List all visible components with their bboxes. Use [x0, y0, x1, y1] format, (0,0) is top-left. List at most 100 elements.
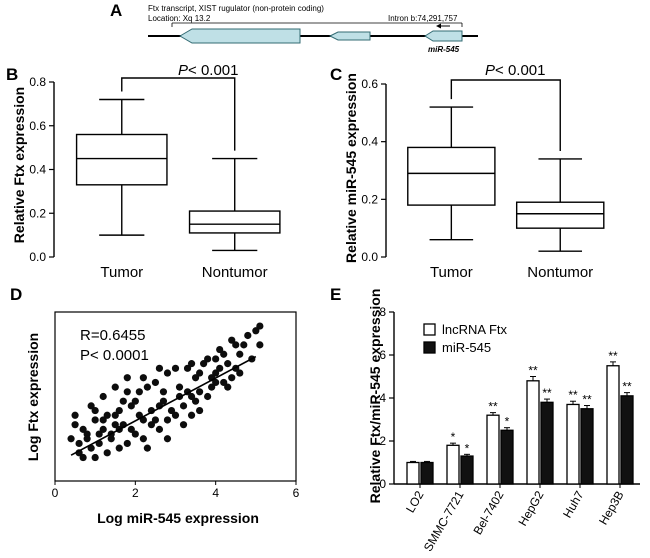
panel-d-point	[127, 402, 135, 410]
panel-d-point	[171, 411, 180, 419]
panel-e-category-label: Huh7	[560, 488, 587, 520]
panel-d-xlabel: Log miR-545 expression	[97, 510, 259, 526]
panel-d-point	[212, 369, 220, 377]
panel-e-bar	[620, 395, 634, 485]
panel-e-category-label: LO2	[403, 488, 427, 515]
panel-e-bar	[486, 414, 500, 485]
panel-d-point	[115, 444, 123, 452]
panel-d-point	[256, 341, 264, 349]
panel-d-point	[151, 416, 160, 424]
panel-d-r-value: R=0.6455	[80, 327, 145, 344]
mir-label: miR-545	[428, 45, 460, 54]
panel-d-x-tick-label: 0	[52, 486, 59, 500]
panel-d-point	[196, 369, 204, 377]
panel-d-point	[236, 350, 244, 358]
panel-d-point	[103, 449, 111, 457]
panel-e-legend-swatch	[423, 323, 436, 336]
panel-d-point	[111, 383, 119, 391]
panel-d-point	[131, 430, 139, 438]
panel-d-point	[216, 345, 224, 354]
panel-b-p-value: < 0.001	[188, 62, 238, 79]
panel-d-point	[79, 453, 87, 462]
panel-d-point	[187, 360, 196, 368]
panel-c-label: C	[330, 65, 342, 84]
panel-e-bar	[606, 365, 620, 485]
panel-b-significance-bracket	[121, 77, 236, 151]
panel-e-significance-mark: *	[505, 415, 510, 429]
panel-b-y-tick-label: 0.6	[29, 119, 46, 133]
panel-e-category-label: SMMC-7721	[421, 488, 467, 554]
panel-d-point	[95, 430, 103, 438]
panel-b-y-tick-label: 0.8	[29, 75, 46, 89]
panel-c-y-tick-label: 0.2	[361, 192, 378, 206]
panel-d-point	[191, 374, 200, 382]
panel-e-y-tick-label: 2	[379, 434, 386, 448]
panel-d-point	[220, 378, 228, 387]
panel-d-point	[151, 378, 160, 387]
panel-d-x-tick-label: 4	[212, 486, 219, 500]
panel-d-point	[228, 374, 236, 382]
panel-b-y-tick-label: 0.0	[29, 250, 46, 264]
panel-e-legend-swatch	[423, 341, 436, 354]
panel-e-bar	[580, 408, 594, 485]
panel-e-bar	[500, 429, 514, 485]
panel-e-significance-mark: **	[528, 364, 538, 378]
panel-d-point	[143, 383, 151, 391]
panel-d-point	[163, 369, 172, 377]
panel-d-point	[87, 444, 95, 452]
schematic-intron: Intron b:74,291,757	[388, 14, 458, 23]
panel-d-point	[91, 416, 99, 424]
panel-d-point	[71, 411, 79, 419]
panel-e-significance-mark: **	[622, 380, 632, 394]
panel-d-point	[212, 378, 220, 387]
panel-d-point	[139, 435, 147, 443]
panel-d-point	[143, 444, 151, 452]
panel-d-point	[196, 406, 204, 415]
panel-d-point	[123, 388, 131, 396]
panel-d-point	[75, 439, 83, 448]
panel-d-point	[111, 411, 119, 419]
panel-d-point	[91, 453, 99, 462]
panel-d-point	[147, 421, 155, 429]
panel-d-point	[224, 383, 232, 391]
panel-d-point	[216, 364, 224, 372]
panel-c-p-label: P	[485, 62, 495, 79]
panel-d-label: D	[10, 285, 22, 304]
panel-d-point	[163, 416, 172, 424]
panel-d-point	[179, 402, 188, 410]
panel-b-plot: 0.0 0.2 0.4 0.6 0.8 Tumor Nontumor	[29, 75, 281, 281]
panel-d-point	[183, 364, 192, 372]
panel-e-bar	[420, 461, 434, 485]
schematic-title: Ftx transcript, XIST rugulator (non-prot…	[148, 4, 324, 13]
panel-c-box	[515, 201, 605, 229]
panel-c-category-label: Tumor	[430, 264, 473, 281]
panel-d-point	[167, 406, 176, 415]
panel-d-point	[252, 327, 260, 335]
panel-c-pvalue: P< 0.001	[485, 62, 545, 79]
panel-e-bar	[406, 461, 420, 485]
panel-b-y-tick-label: 0.2	[29, 206, 46, 220]
panel-e-significance-mark: **	[568, 388, 578, 402]
panel-d-point	[200, 360, 208, 368]
panel-c-y-tick-label: 0.4	[361, 135, 378, 149]
panel-c-p-value: < 0.001	[495, 62, 545, 79]
panel-e-significance-mark: **	[542, 386, 552, 400]
panel-d-frame	[54, 311, 297, 482]
panel-e-y-tick-label: 0	[379, 477, 386, 491]
panel-d-point	[204, 392, 212, 401]
ftx-exon-block-2	[328, 31, 371, 41]
panel-c-y-tick-label: 0.0	[361, 250, 378, 264]
panel-d-point	[256, 322, 264, 330]
panel-d-x-tick-label: 2	[132, 486, 139, 500]
panel-b-pvalue: P< 0.001	[178, 62, 238, 79]
panel-d-point	[123, 439, 131, 448]
panel-d-point	[204, 355, 212, 363]
panel-b-ylabel: Relative Ftx expression	[11, 87, 27, 243]
panel-d-point	[103, 411, 111, 419]
panel-e-bar	[526, 380, 540, 485]
panel-b-p-label: P	[178, 62, 188, 79]
panel-c-box	[407, 146, 496, 206]
panel-d-plot: 0 2 4 6	[52, 311, 300, 500]
panel-d-p-value: P< 0.0001	[80, 347, 149, 364]
